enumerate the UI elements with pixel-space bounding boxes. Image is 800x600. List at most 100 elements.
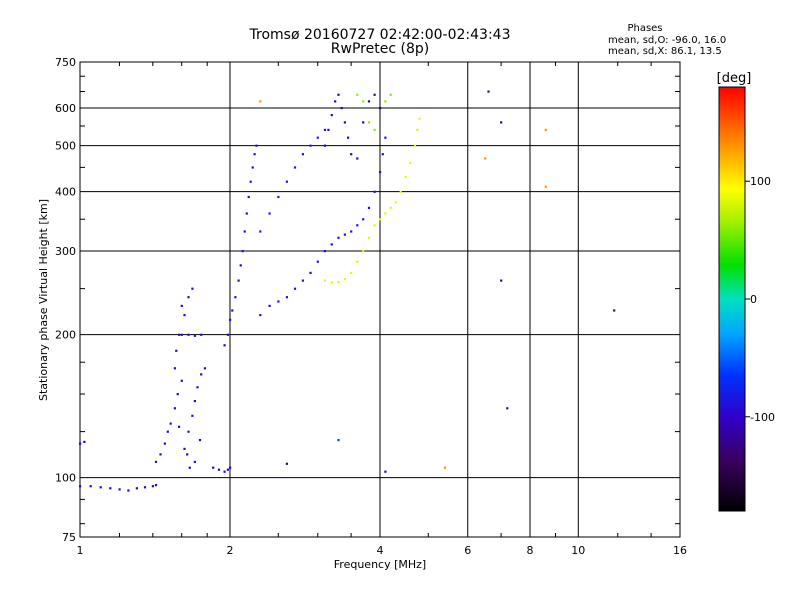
data-point: [154, 484, 158, 487]
data-point: [399, 190, 402, 193]
data-point: [226, 333, 229, 336]
data-point: [362, 100, 365, 103]
data-point: [83, 440, 86, 443]
data-point: [347, 136, 350, 139]
y-axis-label: Stationary phase Virtual Height [km]: [37, 199, 50, 401]
data-point: [198, 439, 202, 442]
data-point: [118, 488, 121, 491]
data-point: [154, 460, 158, 463]
data-point: [343, 278, 346, 281]
data-point: [443, 466, 447, 469]
data-point: [316, 260, 319, 263]
data-point: [323, 279, 326, 282]
data-point: [173, 407, 176, 410]
data-point: [180, 333, 183, 336]
data-point: [159, 453, 162, 456]
data-point: [239, 264, 242, 267]
data-point: [135, 487, 138, 490]
colorbar-tick-label: 100: [750, 175, 771, 188]
data-point: [223, 344, 226, 347]
chart-title: Tromsø 20160727 02:42:00-02:43:43: [249, 27, 511, 43]
data-point: [180, 304, 183, 307]
data-point: [384, 470, 387, 473]
data-point: [367, 100, 371, 103]
data-point: [268, 212, 271, 215]
data-point: [285, 180, 288, 183]
y-tick-label: 750: [55, 56, 76, 69]
y-tick-label: 500: [55, 140, 76, 153]
data-point: [330, 281, 333, 284]
data-point: [389, 206, 392, 209]
x-tick-label: 4: [377, 544, 384, 557]
data-point: [343, 121, 346, 124]
y-tick-label: 200: [55, 329, 76, 342]
data-point: [373, 224, 376, 227]
data-point: [316, 136, 319, 139]
data-point: [247, 195, 250, 199]
data-point: [544, 128, 547, 131]
data-point: [249, 180, 252, 183]
data-point: [175, 349, 178, 352]
data-point: [277, 195, 280, 199]
data-point: [487, 90, 490, 93]
y-tick-label: 600: [55, 102, 76, 115]
data-point: [259, 230, 262, 233]
phase-stats-x: mean, sd,X: 86.1, 13.5: [608, 46, 722, 57]
data-point: [409, 161, 412, 164]
data-point: [183, 447, 186, 450]
data-point: [166, 430, 169, 433]
data-point: [200, 333, 203, 336]
data-point: [350, 230, 353, 233]
data-point: [362, 218, 365, 221]
data-point: [268, 304, 271, 307]
data-point: [356, 157, 359, 160]
data-point: [259, 100, 262, 103]
data-point: [404, 175, 407, 178]
colorbar-tick-label: 0: [750, 293, 757, 306]
data-point: [323, 128, 326, 131]
data-point: [237, 279, 240, 282]
x-tick-label: 10: [571, 544, 585, 557]
data-point: [340, 107, 343, 110]
data-point: [229, 318, 232, 321]
data-point: [506, 407, 509, 410]
data-point: [178, 425, 181, 428]
chart-subtitle: RwPretec (8p): [331, 41, 429, 57]
data-point: [337, 281, 340, 284]
data-point: [350, 153, 353, 156]
data-point: [178, 333, 181, 336]
data-point: [163, 442, 166, 445]
data-point: [79, 485, 82, 488]
x-tick-label: 8: [527, 544, 534, 557]
data-point: [79, 442, 82, 445]
data-point: [301, 153, 304, 156]
colorbar-tick-label: -100: [750, 411, 775, 424]
data-point: [356, 224, 359, 227]
data-point: [186, 453, 189, 456]
data-point: [176, 393, 179, 396]
y-tick-label: 300: [55, 245, 76, 258]
data-point: [180, 379, 183, 382]
x-tick-label: 1: [77, 544, 84, 557]
data-point: [188, 466, 191, 469]
data-point: [500, 279, 503, 282]
data-point: [379, 107, 382, 110]
data-point: [169, 422, 172, 425]
data-point: [251, 166, 254, 169]
data-point: [193, 400, 196, 403]
data-point: [418, 117, 421, 120]
data-point: [613, 309, 616, 312]
data-point: [379, 218, 382, 221]
data-point: [187, 430, 190, 433]
data-point: [337, 236, 340, 239]
data-point: [337, 93, 340, 96]
data-point: [323, 144, 326, 147]
data-point: [255, 144, 258, 147]
data-point: [196, 386, 199, 389]
data-point: [500, 121, 503, 124]
data-point: [127, 489, 130, 492]
data-point: [389, 93, 392, 96]
data-point: [381, 153, 384, 156]
phase-stats-o: mean, sd,O: -96.0, 16.0: [608, 35, 726, 46]
x-tick-label: 2: [227, 544, 234, 557]
